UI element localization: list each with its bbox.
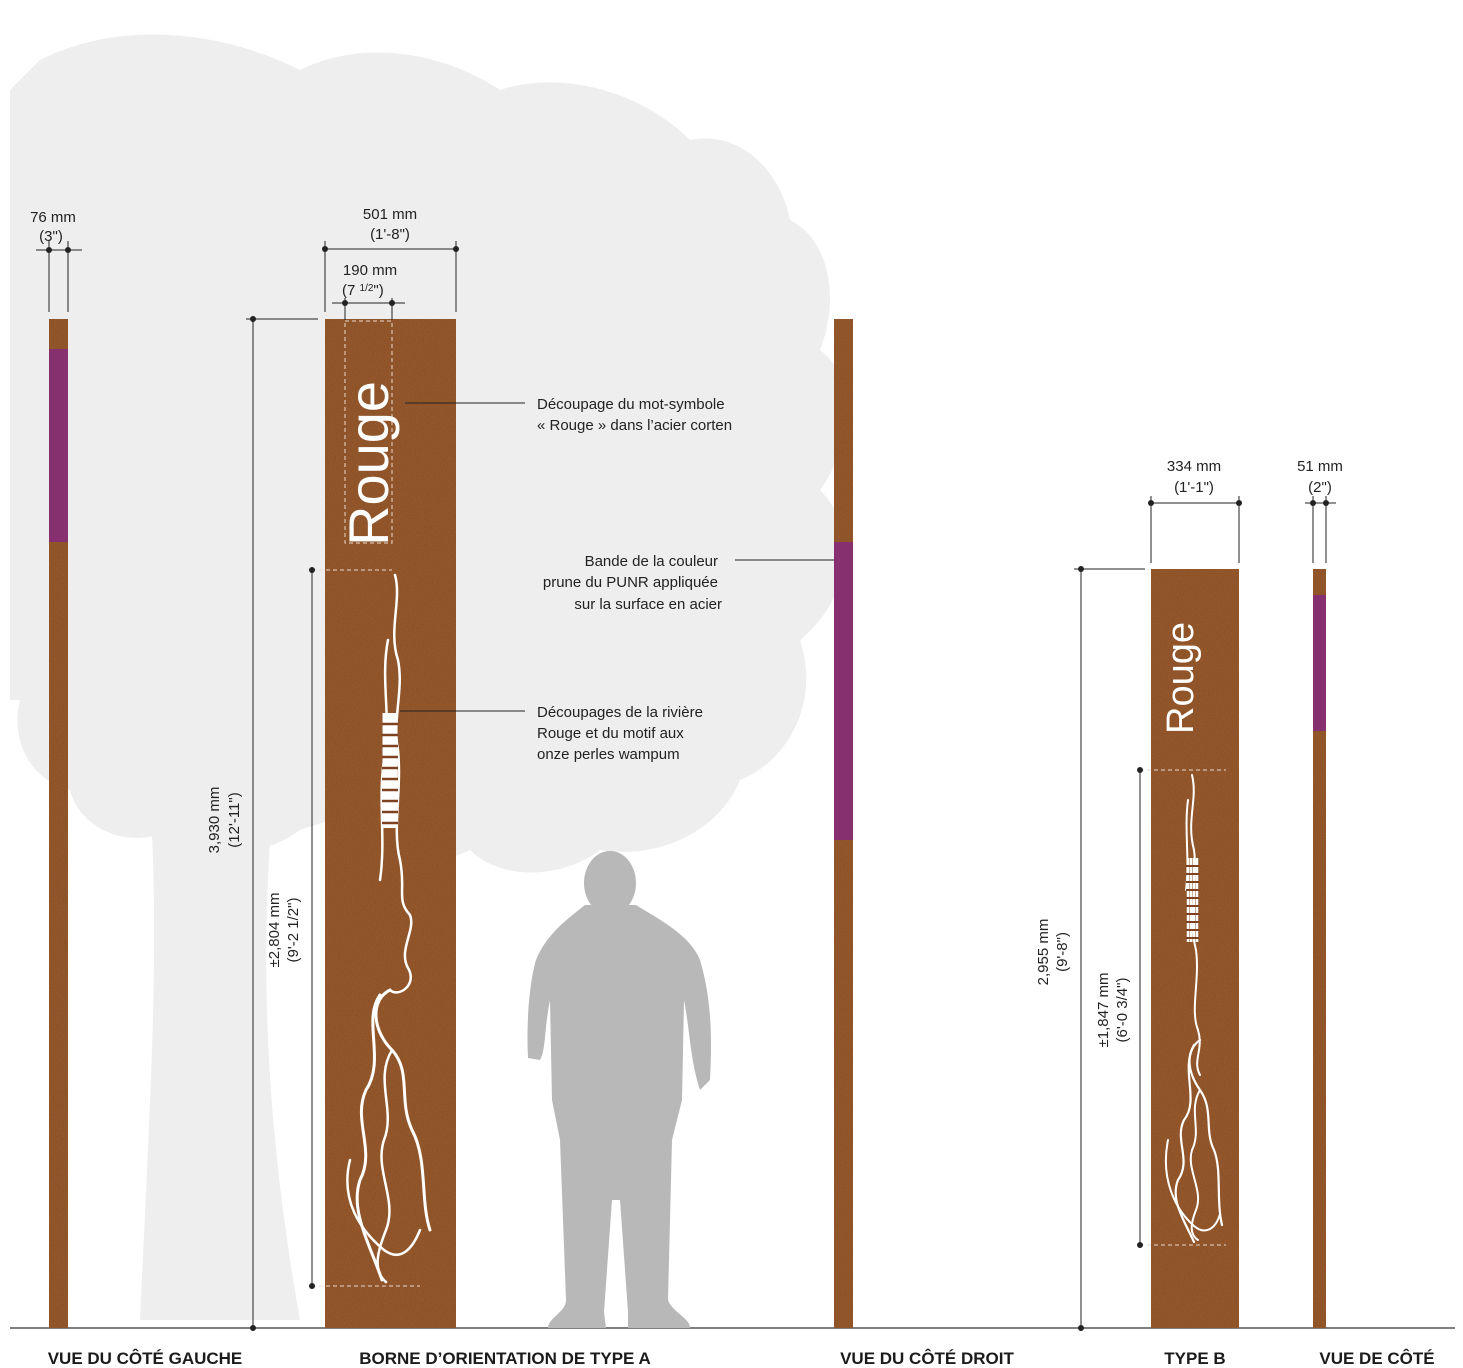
caption-left-side: VUE DU CÔTÉ GAUCHE — [48, 1349, 243, 1368]
type-b-side-view: 51 mm (2") VUE DE CÔTÉ — [1297, 458, 1435, 1368]
caption-type-b: TYPE B — [1164, 1349, 1225, 1368]
tree-branch-right — [540, 640, 608, 820]
type-b-depth-mm: 51 mm — [1297, 458, 1343, 475]
left-post-steel — [49, 319, 68, 1328]
tree-trunk — [140, 580, 332, 1320]
person-head — [584, 851, 636, 915]
note-wordmark-line-2: « Rouge » dans l’acier corten — [537, 417, 732, 434]
type-a-wordmark-mm: 190 mm — [343, 262, 397, 279]
type-a-wampum-beads — [382, 713, 398, 828]
type-a-height-dimension — [246, 318, 318, 1328]
dim-dot — [309, 1283, 315, 1289]
dim-dot — [389, 300, 395, 306]
type-a-height-imperial: (12'-11") — [226, 792, 243, 847]
type-a-wordmark-extent — [344, 320, 393, 544]
type-b-height-imperial: (9'-8") — [1054, 932, 1071, 972]
type-a-wordmark: Rouge — [337, 381, 400, 546]
type-a-river-extent-guides — [312, 569, 420, 1287]
type-a-river-mm: ±2,804 mm — [266, 893, 283, 968]
dim-dot — [1148, 500, 1154, 506]
type-b-bead-gaps — [1186, 865, 1199, 939]
person-body — [527, 905, 711, 1328]
caption-right-side: VUE DU CÔTÉ DROIT — [840, 1349, 1014, 1368]
dim-dot — [1323, 500, 1329, 506]
human-scale-figure — [527, 851, 711, 1328]
dim-dot — [322, 246, 328, 252]
note-plum-band-line-2: prune du PUNR appliquée — [543, 574, 718, 591]
right-side-view: VUE DU CÔTÉ DROIT — [834, 319, 1015, 1368]
note-river-line-3: onze perles wampum — [537, 746, 680, 763]
type-a-river-imperial: (9'-2 1/2") — [285, 898, 302, 963]
left-post-plum-band — [49, 349, 68, 542]
note-wordmark-line-1: Découpage du mot-symbole — [537, 396, 725, 413]
type-a-sign: Rouge — [206, 206, 651, 1368]
type-a-width-imperial: (1'-8") — [370, 226, 410, 243]
callout-notes: Découpage du mot-symbole « Rouge » dans … — [400, 396, 836, 763]
type-b-wampum-beads — [1186, 858, 1199, 942]
type-b-height-dimension — [1074, 568, 1145, 1328]
dim-dot — [250, 1325, 256, 1331]
dim-dot — [1078, 566, 1084, 572]
left-side-view: 76 mm (3") VUE DU CÔTÉ GAUCHE — [30, 209, 242, 1368]
dim-dot — [46, 247, 52, 253]
type-b-height-mm: 2,955 mm — [1035, 919, 1052, 986]
note-river-line-1: Découpages de la rivière — [537, 704, 703, 721]
dim-dot — [1137, 1242, 1143, 1248]
type-b-depth-imperial: (2") — [1308, 479, 1332, 496]
dim-dot — [1310, 500, 1316, 506]
type-b-width-mm: 334 mm — [1167, 458, 1221, 475]
type-b-side-plum-band — [1313, 595, 1326, 731]
type-b-side-post-steel — [1313, 569, 1326, 1328]
left-depth-imperial: (3") — [39, 228, 63, 245]
type-a-height-mm: 3,930 mm — [206, 787, 223, 854]
caption-type-a: BORNE D’ORIENTATION DE TYPE A — [359, 1349, 651, 1368]
dim-dot — [453, 246, 459, 252]
left-depth-mm: 76 mm — [30, 209, 76, 226]
type-a-wordmark-imperial: (7 1/2") — [342, 282, 384, 299]
dim-dot — [65, 247, 71, 253]
type-b-river-extent-guides — [1140, 769, 1226, 1246]
dim-dot — [309, 567, 315, 573]
note-plum-band-line-3: sur la surface en acier — [574, 596, 722, 613]
type-a-width-mm: 501 mm — [363, 206, 417, 223]
note-plum-band-line-1: Bande de la couleur — [585, 553, 718, 570]
type-a-width-dimension — [324, 241, 457, 312]
type-b-river-mm: ±1,847 mm — [1095, 973, 1112, 1048]
type-b-width-imperial: (1'-1") — [1174, 479, 1214, 496]
caption-side-view: VUE DE CÔTÉ — [1319, 1349, 1434, 1368]
type-b-width-dimension — [1150, 496, 1240, 563]
type-b-depth-dimension — [1305, 496, 1336, 563]
type-b-river-cutout — [1164, 774, 1224, 1244]
type-b-sign: Rouge — [1035, 458, 1242, 1368]
right-post-plum-band — [834, 542, 853, 840]
type-b-river-imperial: (6'-0 3/4") — [1114, 978, 1131, 1043]
dim-dot — [1078, 1325, 1084, 1331]
note-river-line-2: Rouge et du motif aux — [537, 725, 684, 742]
dim-dot — [1236, 500, 1242, 506]
dim-dot — [250, 316, 256, 322]
dim-dot — [1137, 767, 1143, 773]
type-a-bead-gaps — [382, 722, 398, 825]
dim-dot — [342, 300, 348, 306]
type-b-wordmark: Rouge — [1160, 622, 1202, 734]
